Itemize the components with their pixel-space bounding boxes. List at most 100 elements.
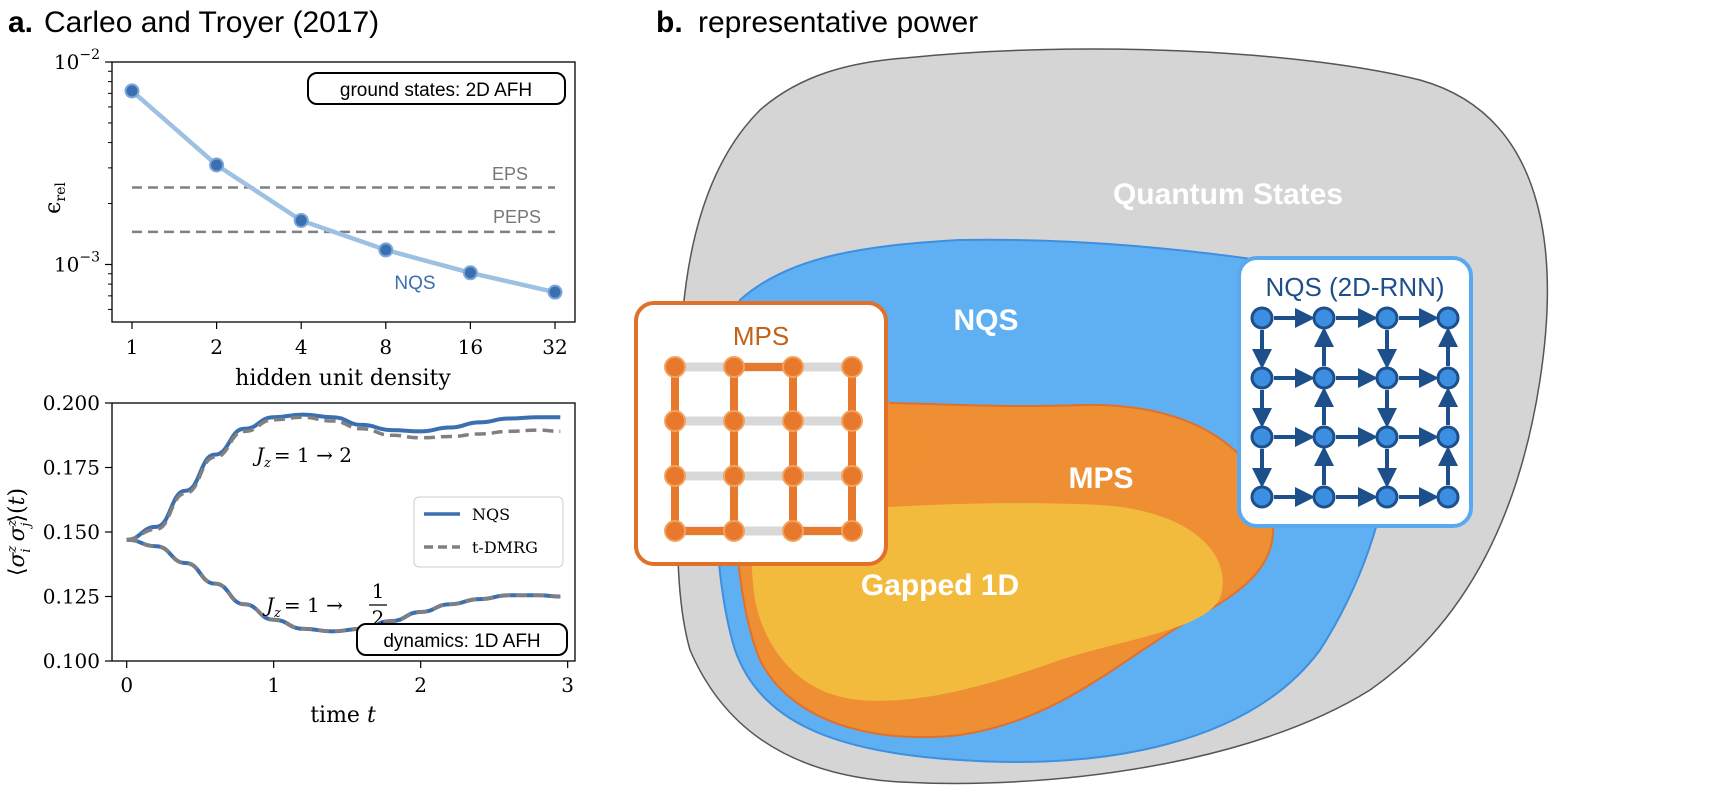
mps-site xyxy=(664,356,686,378)
series-tdmrg-upper xyxy=(126,415,561,542)
chart2-series xyxy=(126,412,561,634)
chart2-ylabel: ⟨σzi σzj⟩(t) xyxy=(5,488,34,576)
mps-site xyxy=(841,520,863,542)
nqs-lattice xyxy=(1250,306,1460,509)
nqs-point-4 xyxy=(293,212,309,228)
nqs-site xyxy=(1375,485,1399,509)
nqs-point-32 xyxy=(547,284,563,300)
chart1-series xyxy=(124,83,563,300)
x-tick-label-4: 4 xyxy=(295,335,308,359)
mps-region-label: MPS xyxy=(1068,462,1133,495)
mps-lattice xyxy=(664,356,863,542)
mps-site xyxy=(782,410,804,432)
nqs-site xyxy=(1312,485,1336,509)
x-tick-label-8: 8 xyxy=(379,335,392,359)
nqs-inset: NQS (2D-RNN) xyxy=(1237,256,1473,528)
chart1-xlabel: hidden unit density xyxy=(235,366,451,391)
x-tick-label-1: 1 xyxy=(126,335,139,359)
x-tick-label-0: 0 xyxy=(120,673,133,697)
nqs-point-2 xyxy=(209,157,225,173)
chart1-frame xyxy=(111,61,576,323)
nqs-site xyxy=(1312,425,1336,449)
nqs-site xyxy=(1436,306,1460,330)
mps-site xyxy=(841,465,863,487)
chart1-eps-label: EPS xyxy=(492,164,528,184)
x-tick-label-3: 3 xyxy=(561,673,574,697)
nqs-site xyxy=(1250,306,1274,330)
svg-text:Jz= 1 →: Jz = 1 → xyxy=(262,593,343,621)
legend-tdmrg-label: t-DMRG xyxy=(472,538,538,557)
nqs-site xyxy=(1312,366,1336,390)
x-tick-label-1: 1 xyxy=(267,673,280,697)
mps-inset: MPS xyxy=(634,301,888,566)
mps-site xyxy=(723,465,745,487)
chart1-ylabel: ϵrel xyxy=(41,182,69,214)
nqs-site xyxy=(1375,425,1399,449)
chart1-box-label: ground states: 2D AFH xyxy=(340,80,532,101)
nqs-site xyxy=(1250,366,1274,390)
x-tick-label-2: 2 xyxy=(210,335,223,359)
chart2-box-label: dynamics: 1D AFH xyxy=(383,631,540,652)
series-nqs-upper xyxy=(126,412,561,542)
mps-site xyxy=(782,356,804,378)
svg-text:1: 1 xyxy=(372,579,385,603)
x-tick-label-32: 32 xyxy=(542,335,567,359)
chart1-reference-lines xyxy=(132,186,555,234)
nqs-point-8 xyxy=(378,242,394,258)
panel-b-letter: b. xyxy=(656,6,683,39)
mps-site xyxy=(782,520,804,542)
x-tick-label-2: 2 xyxy=(414,673,427,697)
nqs-region-label: NQS xyxy=(953,304,1018,337)
panel-b-title: representative power xyxy=(698,6,978,39)
nqs-site xyxy=(1250,425,1274,449)
mps-inset-title: MPS xyxy=(733,321,789,351)
nqs-site xyxy=(1436,366,1460,390)
y-tick-label-0.175: 0.175 xyxy=(43,456,100,480)
y-tick-label-0.01: 10−2 xyxy=(54,47,100,74)
y-tick-label-0.200: 0.200 xyxy=(43,391,100,415)
representative-power-diagram: Quantum States NQS MPS Gapped 1D MPS NQS… xyxy=(634,48,1549,785)
ground-state-chart: 1 2 4 8 16 32 10−2 10−3 hidden unit density ϵre… xyxy=(41,47,576,391)
mps-site xyxy=(841,356,863,378)
chart2-xlabel: time t xyxy=(310,703,376,728)
nqs-error-line xyxy=(130,89,556,295)
chart2-ticks: 0 1 2 3 0.100 0.125 0.150 0.175 0.200 xyxy=(43,391,574,697)
mps-site xyxy=(723,520,745,542)
mps-site xyxy=(664,465,686,487)
legend-nqs-label: NQS xyxy=(472,505,510,524)
nqs-site xyxy=(1250,485,1274,509)
y-tick-label-0.001: 10−3 xyxy=(54,249,100,276)
nqs-point-16 xyxy=(462,265,478,281)
mps-site xyxy=(782,465,804,487)
panel-a-title: Carleo and Troyer (2017) xyxy=(44,6,379,39)
panel-a-letter: a. xyxy=(8,6,33,39)
y-tick-label-0.150: 0.150 xyxy=(43,520,100,544)
quantum-states-label: Quantum States xyxy=(1113,178,1343,211)
chart2-annotation-upper: Jz = 1 → 2 xyxy=(252,443,352,471)
chart2-box-label-frame xyxy=(356,623,568,656)
dynamics-chart: 0 1 2 3 0.100 0.125 0.150 0.175 0.200 time t ⟨σz… xyxy=(5,391,576,728)
mps-site xyxy=(664,410,686,432)
nqs-inset-title: NQS (2D-RNN) xyxy=(1265,272,1444,302)
y-tick-label-0.125: 0.125 xyxy=(43,585,100,609)
nqs-site xyxy=(1375,306,1399,330)
mps-site xyxy=(841,410,863,432)
mps-site xyxy=(723,356,745,378)
gapped-1d-label: Gapped 1D xyxy=(861,569,1019,602)
nqs-site xyxy=(1312,306,1336,330)
mps-site xyxy=(664,520,686,542)
series-nqs-lower xyxy=(126,537,561,634)
chart1-peps-label: PEPS xyxy=(493,207,541,227)
nqs-point-1 xyxy=(124,83,140,99)
nqs-site xyxy=(1436,485,1460,509)
chart2-legend: NQS t-DMRG xyxy=(413,496,564,568)
y-tick-label-0.100: 0.100 xyxy=(43,649,100,673)
chart1-ticks: 1 2 4 8 16 32 10−2 10−3 xyxy=(54,47,568,359)
nqs-site xyxy=(1436,425,1460,449)
x-tick-label-16: 16 xyxy=(458,335,483,359)
chart1-nqs-label: NQS xyxy=(394,273,435,294)
chart1-box-label-frame xyxy=(307,72,566,105)
nqs-site xyxy=(1375,366,1399,390)
mps-site xyxy=(723,410,745,432)
